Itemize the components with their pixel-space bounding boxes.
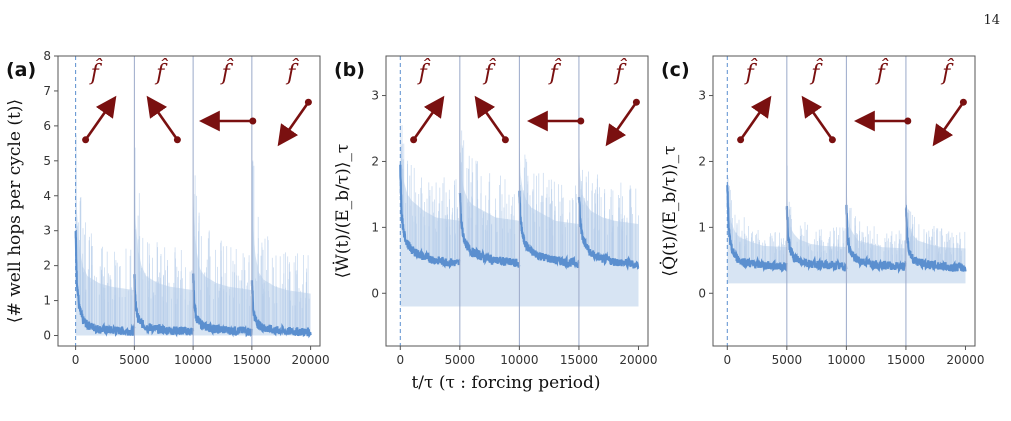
forcing-arrow: f̂ (932, 59, 967, 147)
force-direction-label: f̂ (809, 59, 824, 86)
x-tick-label: 20000 (946, 353, 984, 367)
panel-b: 0 5000 10000 15000 20000 0 1 2 3 (b) ⟨Ẇ(t)/(E_b/τ)… (332, 55, 658, 367)
mean-series-line (577, 197, 640, 271)
y-axis-label: ⟨# well hops per cycle (t)⟩ (5, 99, 25, 323)
arrow-shaft (739, 95, 772, 141)
x-tick-label: 0 (396, 353, 404, 367)
forcing-arrow: f̂ (277, 59, 312, 147)
page-number: 14 (983, 13, 1000, 28)
y-tick-label: 1 (371, 220, 379, 234)
mean-series-line (518, 190, 580, 270)
axes-frame (712, 55, 976, 347)
force-direction-label: f̂ (875, 59, 890, 86)
axes-frame (385, 55, 649, 347)
y-tick-label: 3 (698, 89, 706, 103)
x-tick-label: 15000 (560, 353, 598, 367)
mean-series-line (785, 206, 848, 273)
panel-label: (a) (6, 59, 36, 81)
force-direction-label: f̂ (285, 59, 300, 86)
x-tick-label: 5000 (445, 353, 476, 367)
forcing-arrow: f̂ (82, 59, 117, 144)
y-axis-label: ⟨Q̇(t)/(E_b/τ)⟩_τ (660, 145, 680, 276)
y-axis-label: ⟨Ẇ(t)/(E_b/τ)⟩_τ (332, 144, 353, 279)
forcing-arrow: f̂ (801, 59, 836, 144)
forcing-arrow: f̂ (199, 59, 257, 132)
arrow-shaft (474, 95, 507, 141)
axes-frame (57, 55, 321, 347)
x-tick-label: 15000 (233, 353, 271, 367)
panel-c: 0 5000 10000 15000 20000 0 1 2 3 (c) ⟨Q̇(t)/(E_b/τ… (660, 55, 985, 367)
panel-label: (c) (661, 59, 690, 81)
x-tick-label: 5000 (772, 353, 803, 367)
y-tick-label: 0 (371, 286, 379, 300)
force-direction-label: f̂ (613, 59, 628, 86)
y-tick-label: 6 (43, 119, 51, 133)
arrow-shaft (146, 95, 179, 141)
x-tick-label: 0 (723, 353, 731, 367)
mean-series-line (399, 164, 461, 270)
x-tick-label: 10000 (827, 353, 865, 367)
y-tick-label: 8 (43, 49, 51, 63)
mean-series-line (74, 230, 136, 337)
mean-series-line (250, 280, 312, 339)
y-tick-label: 5 (43, 154, 51, 168)
x-tick-label: 20000 (292, 353, 330, 367)
x-tick-label: 10000 (174, 353, 212, 367)
x-tick-label: 0 (72, 353, 80, 367)
x-tick-label: 15000 (887, 353, 925, 367)
y-tick-label: 2 (371, 154, 379, 168)
arrow-shaft (932, 101, 965, 147)
mean-series-line (904, 204, 967, 273)
y-tick-label: 2 (43, 259, 51, 273)
y-tick-label: 2 (698, 154, 706, 168)
force-direction-label: f̂ (154, 59, 169, 86)
force-direction-label: f̂ (417, 59, 432, 86)
arrow-shaft (605, 101, 638, 147)
forcing-arrow: f̂ (526, 59, 585, 132)
force-direction-label: f̂ (940, 59, 955, 86)
arrow-shaft (277, 101, 310, 147)
mean-series-line (845, 204, 907, 274)
y-tick-label: 0 (43, 329, 51, 343)
shared-x-axis-label: t/τ (τ : forcing period) (411, 373, 600, 393)
force-direction-label: f̂ (744, 59, 759, 86)
forcing-arrow: f̂ (853, 59, 912, 132)
mean-series-line (133, 274, 195, 338)
force-direction-label: f̂ (482, 59, 497, 86)
mean-series-line (458, 192, 521, 268)
y-tick-label: 1 (43, 294, 51, 308)
mean-series-line (192, 273, 253, 338)
mean-series-line (726, 185, 788, 273)
panel-label: (b) (334, 59, 365, 81)
arrow-shaft (801, 95, 834, 141)
forcing-arrow: f̂ (605, 59, 640, 147)
force-direction-label: f̂ (89, 59, 104, 86)
arrow-shaft (412, 95, 445, 141)
arrow-shaft (84, 95, 117, 141)
y-tick-label: 4 (43, 189, 51, 203)
x-tick-label: 10000 (500, 353, 538, 367)
forcing-arrow: f̂ (474, 59, 509, 144)
y-tick-label: 3 (43, 224, 51, 238)
force-direction-label: f̂ (220, 59, 235, 86)
x-tick-label: 5000 (119, 353, 150, 367)
y-tick-label: 0 (698, 286, 706, 300)
x-tick-label: 20000 (619, 353, 657, 367)
y-tick-label: 1 (698, 220, 706, 234)
y-tick-label: 7 (43, 84, 51, 98)
panel-a: 0 5000 10000 15000 20000 0 1 2 3 4 5 6 7 8 (a) ⟨# well … (5, 49, 330, 367)
forcing-arrow: f̂ (737, 59, 772, 144)
y-tick-label: 3 (371, 89, 379, 103)
forcing-arrow: f̂ (410, 59, 445, 144)
force-direction-label: f̂ (548, 59, 563, 86)
forcing-arrow: f̂ (146, 59, 181, 144)
